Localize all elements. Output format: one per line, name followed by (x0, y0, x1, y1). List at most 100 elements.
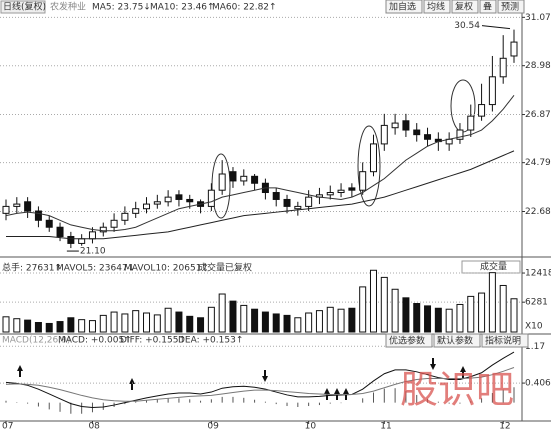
button[interactable]: 指标说明 (485, 335, 521, 347)
candle-body (272, 192, 280, 200)
candle-body (359, 171, 367, 191)
button-box[interactable] (385, 333, 433, 348)
highlight-ellipse (357, 125, 381, 207)
x-tick-label: 11 (380, 422, 391, 431)
y-tick-label: 31.07 (525, 13, 551, 23)
button-box[interactable] (385, 0, 423, 14)
volume-bar (478, 292, 486, 333)
volume-bar (326, 306, 334, 333)
watermark: 股识吧 (400, 368, 514, 412)
volume-bar (229, 300, 237, 333)
legend-label: MAVOL10: 20651↑ (124, 264, 209, 274)
note: 成交量已复权 (198, 262, 252, 274)
x-tick-label: 08 (88, 422, 100, 431)
volume-bar (445, 308, 453, 333)
volume-bar (121, 313, 129, 333)
line (5, 95, 515, 232)
volume-bar (369, 269, 377, 333)
button-box[interactable] (497, 0, 525, 14)
candle-body (337, 189, 345, 194)
dropdown[interactable]: 成交量 (480, 261, 507, 273)
candle-body (251, 175, 259, 184)
candle-body (510, 41, 518, 57)
y-tick-label: 28.98 (525, 61, 551, 71)
button[interactable]: 预测 (501, 2, 519, 13)
candle-body (391, 122, 399, 129)
volume-bar (143, 312, 151, 333)
legend-label: MA10: 23.46↑ (150, 3, 215, 13)
candle-body (13, 203, 21, 207)
candle-body (456, 129, 464, 140)
period-box[interactable] (0, 0, 46, 14)
button-box[interactable] (423, 0, 451, 14)
candle-body (348, 187, 356, 191)
candle-body (283, 198, 291, 207)
candle-body (186, 198, 194, 203)
volume-bar (510, 298, 518, 333)
macd-title: MACD(12,26,9) (2, 336, 70, 346)
volume-bar (13, 318, 21, 333)
x-tick-label: 07 (2, 422, 13, 431)
button[interactable]: 加自选 (389, 1, 416, 13)
button-box[interactable] (433, 333, 481, 348)
candle-body (326, 192, 334, 196)
volume-title: 总手: 27631↑ (2, 262, 62, 274)
candle-body (99, 226, 107, 233)
candle-body (499, 57, 507, 78)
button-box[interactable] (481, 333, 529, 348)
volume-bar (175, 311, 183, 333)
volume-bar (272, 313, 280, 333)
y-tick-label: 12418 (525, 269, 551, 279)
y-tick-label: 22.68 (525, 207, 551, 217)
volume-bar (424, 305, 432, 333)
button[interactable]: 优选参数 (389, 335, 425, 347)
x-tick-label: 12 (499, 422, 510, 431)
volume-bar (402, 297, 410, 333)
candle-body (380, 124, 388, 145)
candle-body (78, 238, 86, 244)
button-box[interactable] (451, 0, 479, 14)
button[interactable]: 均线 (427, 1, 445, 13)
volume-bar (78, 319, 86, 333)
legend-label: MA60: 22.82↑ (212, 3, 277, 13)
button-box[interactable] (479, 0, 497, 14)
y-tick-label: 6281 (525, 298, 548, 308)
candle-body (218, 173, 226, 191)
candle-body (294, 205, 302, 210)
volume-bar (153, 314, 161, 333)
candle-body (121, 212, 129, 221)
y-tick-label: 0.406 (525, 379, 551, 389)
volume-bar (499, 284, 507, 333)
highlight-ellipse (211, 153, 231, 219)
legend-label: MACD: +0.005↑ (58, 336, 132, 346)
legend-label: MA5: 23.75↓ (92, 3, 151, 13)
volume-bar (110, 311, 118, 333)
candle-body (143, 203, 151, 210)
volume-bar (315, 310, 323, 333)
annotation-arrow (481, 25, 511, 30)
candle-body (240, 175, 248, 182)
volume-bar (283, 314, 291, 333)
volume-bar (56, 321, 64, 333)
button[interactable]: 复权 (455, 1, 473, 13)
button[interactable]: 默认参数 (437, 335, 473, 347)
volume-bar (380, 276, 388, 333)
unit-label: X10 (525, 322, 543, 332)
volume-bar (218, 293, 226, 333)
x-tick-label: 10 (305, 422, 317, 431)
candle-body (229, 171, 237, 182)
period[interactable]: 日线(复权) (3, 1, 46, 13)
candle-body (88, 231, 96, 240)
volume-bar (34, 322, 42, 333)
stock-name: 农发种业 (50, 1, 86, 13)
candle-body (67, 235, 75, 244)
candle-body (488, 76, 496, 106)
candle-body (2, 205, 10, 214)
candle-body (402, 120, 410, 131)
candle-body (110, 219, 118, 228)
annotation: 21.10 (80, 247, 106, 257)
candle-body (56, 226, 64, 237)
button[interactable]: 叠 (483, 2, 492, 13)
volume-bar (45, 322, 53, 333)
